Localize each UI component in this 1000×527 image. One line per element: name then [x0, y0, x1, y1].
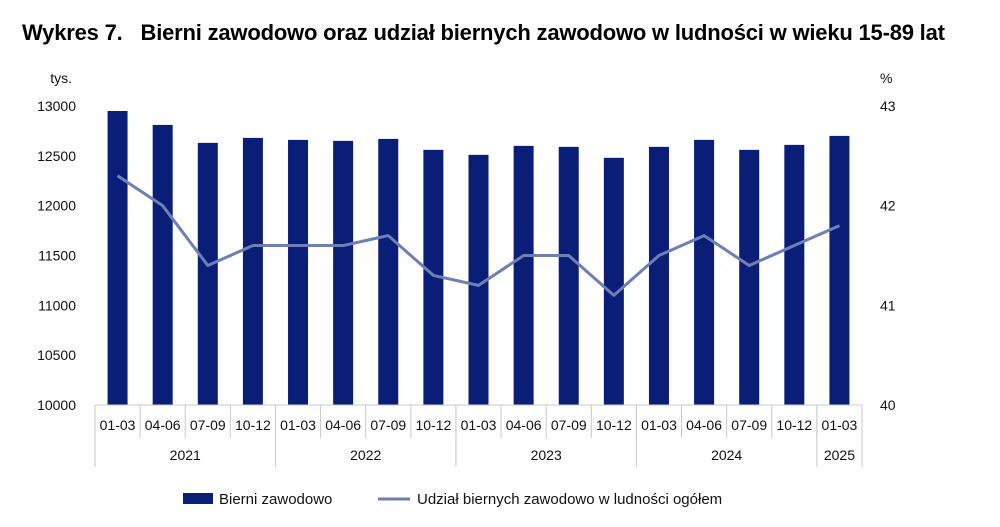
bar-bierni-zawodowo [558, 146, 579, 405]
x-axis-category-label: 04-06 [686, 417, 722, 433]
bar-bierni-zawodowo [378, 138, 399, 405]
x-axis-category-label: 07-09 [190, 417, 226, 433]
bar-bierni-zawodowo [333, 140, 354, 405]
bar-bierni-zawodowo [288, 139, 309, 406]
legend-label-bierni-zawodowo: Bierni zawodowo [219, 491, 332, 508]
left-axis-tick: 12500 [37, 148, 76, 164]
left-axis-tick: 11500 [38, 248, 76, 264]
x-axis-category-label: 04-06 [145, 417, 181, 433]
x-axis-year-label: 2024 [711, 447, 742, 463]
legend-label-udzial-biernych: Udział biernych zawodowo w ludności ogół… [417, 491, 722, 508]
bar-bierni-zawodowo [423, 149, 444, 405]
bar-bierni-zawodowo [197, 142, 218, 406]
x-axis-year-label: 2021 [170, 447, 201, 463]
x-axis-year-label: 2025 [824, 447, 855, 463]
x-axis-category-label: 01-03 [280, 417, 316, 433]
right-axis-tick: 43 [880, 98, 896, 114]
x-axis-category-label: 01-03 [461, 417, 497, 433]
left-axis-tick: 12000 [37, 198, 76, 214]
x-axis-category-label: 07-09 [731, 417, 767, 433]
bar-bierni-zawodowo [152, 124, 173, 405]
bar-bierni-zawodowo [694, 139, 715, 406]
bar-bierni-zawodowo [242, 137, 263, 406]
x-axis-year-label: 2023 [531, 447, 562, 463]
right-axis-unit: % [880, 70, 892, 86]
x-axis-category-label: 04-06 [325, 417, 361, 433]
bar-bierni-zawodowo [513, 145, 534, 405]
line-udzial-biernych [116, 174, 841, 297]
left-axis-unit: tys. [50, 70, 72, 86]
bar-bierni-zawodowo [468, 154, 489, 405]
left-axis-tick: 13000 [37, 98, 76, 114]
x-axis-category-label: 10-12 [596, 417, 632, 433]
bar-bierni-zawodowo [603, 157, 624, 405]
x-axis-category-label: 01-03 [100, 417, 136, 433]
x-axis-category-label: 01-03 [641, 417, 677, 433]
right-axis-tick: 42 [880, 198, 896, 214]
chart-title-number: Wykres 7. [22, 20, 123, 45]
x-axis-year-label: 2022 [350, 447, 381, 463]
left-axis-tick: 10500 [37, 347, 76, 363]
x-axis-category-label: 04-06 [506, 417, 542, 433]
left-axis-tick: 11000 [38, 297, 76, 313]
chart-title: Wykres 7. Bierni zawodowo oraz udział bie… [22, 20, 945, 46]
x-axis-category-label: 07-09 [551, 417, 587, 433]
bar-bierni-zawodowo [107, 110, 128, 405]
x-axis-category-label: 10-12 [235, 417, 271, 433]
chart-title-text: Bierni zawodowo oraz udział biernych zaw… [140, 20, 945, 45]
bar-bierni-zawodowo [739, 149, 760, 405]
bar-bierni-zawodowo [829, 135, 850, 405]
x-axis-category-label: 10-12 [415, 417, 451, 433]
legend-swatch-bierni-zawodowo [183, 493, 213, 504]
x-axis-category-label: 07-09 [370, 417, 406, 433]
bar-bierni-zawodowo [784, 144, 805, 405]
x-axis-category-label: 10-12 [776, 417, 812, 433]
left-axis-tick: 10000 [37, 397, 76, 413]
x-axis-category-label: 01-03 [822, 417, 858, 433]
bar-bierni-zawodowo [648, 146, 669, 405]
right-axis-tick: 40 [880, 397, 896, 413]
right-axis-tick: 41 [880, 297, 896, 313]
